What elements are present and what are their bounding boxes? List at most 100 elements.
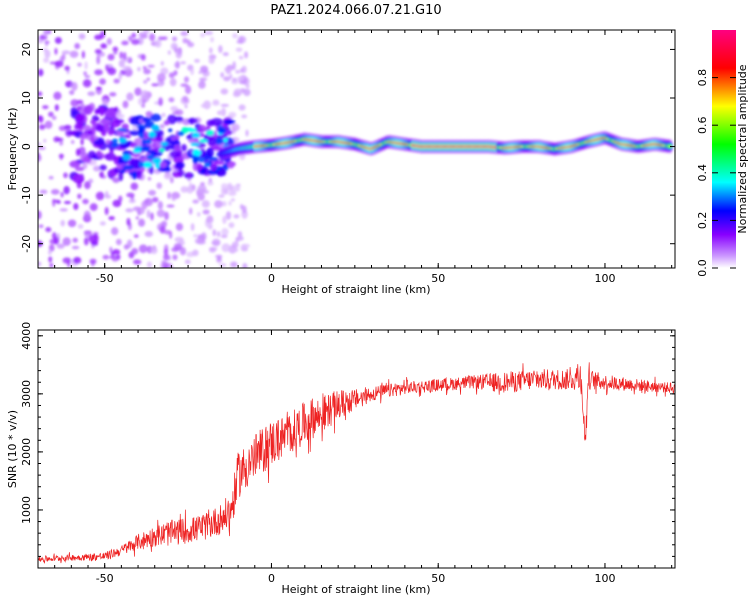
noise-blob — [133, 149, 141, 153]
noise-blob — [70, 140, 75, 144]
noise-blob — [122, 100, 129, 109]
noise-blob — [144, 199, 150, 203]
snr-ticks: -50 0 50 100 1000 2000 3000 4000 — [20, 322, 675, 585]
noise-blob — [206, 147, 215, 158]
noise-blob — [109, 246, 113, 254]
noise-blob — [59, 153, 63, 161]
noise-blob — [221, 243, 231, 253]
noise-blob — [208, 177, 213, 183]
noise-blob — [70, 99, 79, 107]
noise-blob — [83, 237, 89, 246]
noise-blob — [220, 103, 230, 107]
noise-blob — [190, 142, 200, 147]
noise-blob — [174, 157, 181, 163]
noise-blob — [107, 53, 115, 61]
noise-blob — [234, 248, 239, 252]
noise-blob — [184, 104, 188, 109]
noise-blob — [196, 212, 201, 217]
noise-blob — [228, 200, 232, 206]
noise-blob — [243, 88, 251, 97]
noise-blob — [90, 119, 97, 125]
noise-blob — [87, 150, 97, 159]
noise-blob — [99, 171, 104, 178]
colorbar-tick-label: 0.6 — [696, 116, 709, 134]
noise-blob — [38, 115, 44, 124]
noise-blob — [223, 187, 229, 195]
noise-blob — [141, 200, 148, 210]
noise-blob — [107, 129, 114, 136]
noise-blob — [208, 220, 213, 229]
snr-marks — [38, 362, 675, 564]
noise-blob — [198, 70, 202, 75]
noise-blob — [192, 157, 198, 164]
noise-blob — [245, 129, 249, 137]
noise-blob — [102, 254, 110, 260]
noise-blob — [163, 172, 172, 180]
noise-blob — [67, 219, 77, 228]
colorbar-label: Normalized spectral amplitude — [736, 64, 749, 233]
noise-blob — [129, 159, 141, 168]
noise-blob — [184, 259, 191, 265]
noise-blob — [93, 165, 101, 172]
noise-blob — [211, 238, 221, 247]
noise-blob — [239, 204, 244, 210]
noise-blob — [60, 219, 65, 227]
noise-blob — [126, 218, 131, 226]
noise-blob — [244, 51, 249, 59]
noise-blob — [197, 124, 207, 133]
noise-blob — [137, 66, 141, 72]
noise-blob — [118, 72, 123, 80]
noise-blob — [171, 36, 178, 42]
y-tick-label: 10 — [20, 91, 33, 105]
noise-blob — [131, 170, 138, 180]
noise-blob — [89, 258, 97, 265]
noise-blob — [196, 163, 203, 171]
noise-blob — [126, 239, 133, 248]
noise-blob — [168, 72, 175, 79]
x-tick-label: 0 — [268, 272, 275, 285]
noise-blob — [150, 212, 154, 221]
noise-blob — [232, 127, 236, 135]
noise-blob — [220, 72, 225, 78]
noise-blob — [192, 132, 200, 138]
noise-blob — [180, 31, 189, 37]
noise-blob — [118, 59, 125, 68]
noise-blob — [73, 202, 79, 211]
noise-blob — [140, 90, 149, 99]
noise-blob — [179, 247, 187, 256]
snr-frame — [37, 329, 676, 569]
x-tick-label: -50 — [96, 272, 114, 285]
noise-blob — [219, 263, 227, 267]
noise-blob — [241, 114, 248, 119]
noise-blob — [210, 163, 218, 171]
y-tick-label: 2000 — [20, 438, 33, 466]
noise-blob — [216, 231, 221, 238]
noise-blob — [172, 111, 180, 115]
noise-blob — [186, 172, 192, 179]
noise-blob — [168, 97, 175, 103]
noise-blob — [82, 162, 88, 170]
noise-blob — [181, 144, 187, 152]
noise-blob — [82, 198, 89, 205]
noise-blob — [73, 256, 82, 264]
noise-blob — [95, 124, 106, 132]
noise-blob — [76, 105, 83, 112]
noise-blob — [59, 140, 64, 146]
noise-blob — [54, 47, 58, 55]
noise-blob — [225, 70, 232, 75]
noise-blob — [210, 36, 214, 43]
noise-blob — [48, 249, 52, 256]
y-tick-label: 20 — [20, 42, 33, 56]
noise-blob — [172, 254, 178, 261]
noise-blob — [162, 167, 172, 172]
x-tick-label: -50 — [96, 572, 114, 585]
noise-blob — [38, 124, 46, 130]
noise-blob — [122, 134, 131, 139]
noise-blob — [171, 170, 181, 178]
noise-blob — [74, 166, 85, 172]
noise-blob — [156, 182, 163, 190]
noise-blob — [145, 138, 152, 145]
noise-blob — [175, 161, 185, 169]
noise-blob — [94, 69, 103, 76]
noise-blob — [158, 97, 163, 107]
